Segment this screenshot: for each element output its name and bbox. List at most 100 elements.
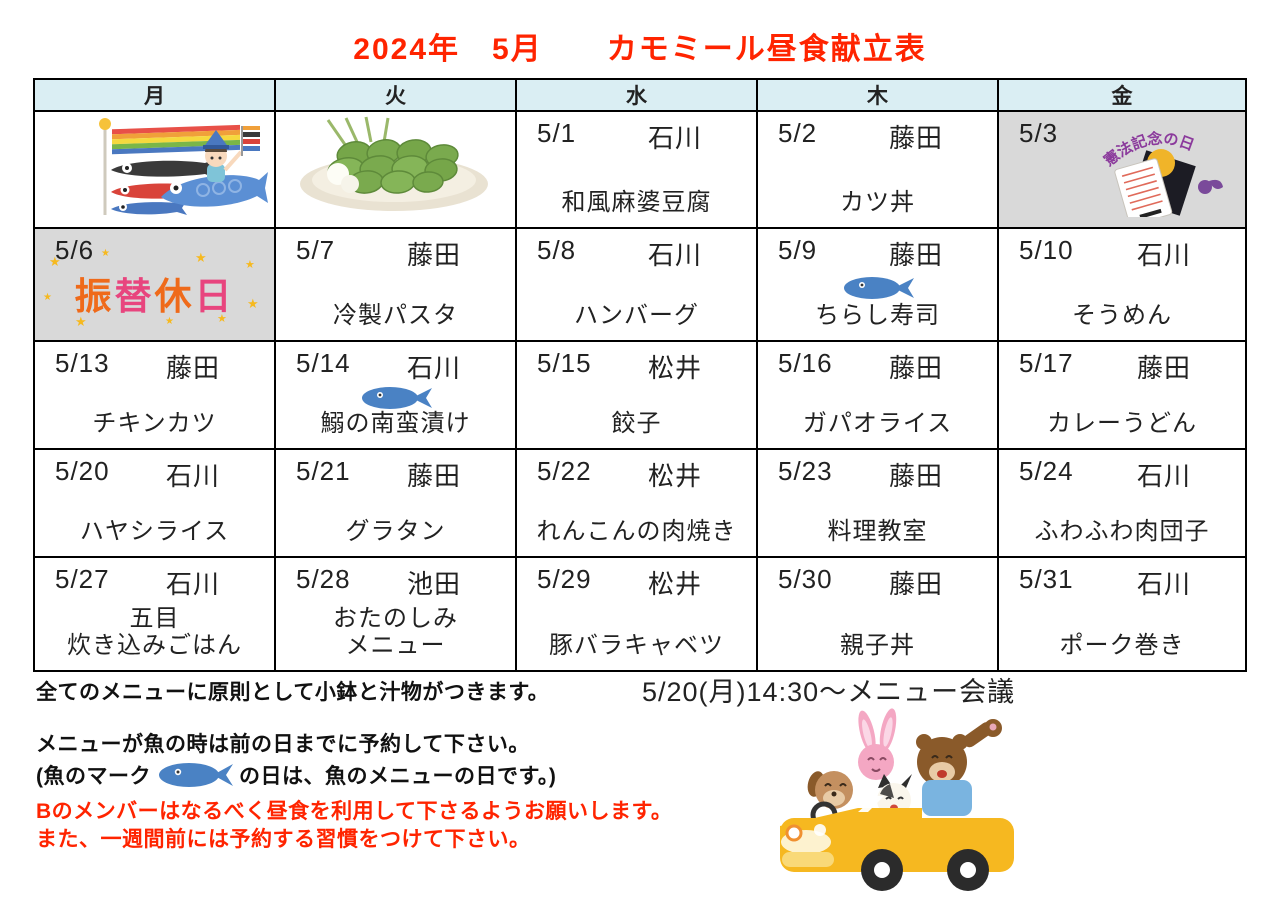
cell-staff: 松井	[647, 461, 702, 491]
cell-koinobori	[33, 110, 276, 229]
calendar-row-1: 5/1 石川 和風麻婆豆腐 5/2 藤田 カツ丼 5/3	[33, 110, 1247, 229]
cell-date: 5/30	[778, 564, 833, 594]
weekday-header-mon: 月	[33, 78, 276, 112]
note-fish-line-pre: (魚のマーク	[36, 765, 151, 788]
cell-5-2: 5/2 藤田 カツ丼	[756, 110, 999, 229]
holiday-char: 替	[114, 276, 155, 317]
cell-staff: 藤田	[1136, 353, 1191, 383]
chimaki-illustration	[300, 116, 488, 211]
calendar-row-2: 5/6 振替休日 ★ ★ ★ ★ ★ ★ ★ ★ ★ 5/7	[33, 227, 1247, 342]
substitute-holiday-art: 振替休日 ★ ★ ★ ★ ★ ★ ★ ★ ★	[43, 248, 264, 330]
note-reserve-line: メニューが魚の時は前の日までに予約して下さい。	[36, 733, 530, 756]
cell-staff: 石川	[1136, 461, 1191, 491]
cell-menu: 料理教室	[827, 518, 928, 546]
cell-date: 5/23	[778, 456, 833, 486]
cell-5-28: 5/28 池田 おたのしみ メニュー	[274, 556, 517, 672]
weekday-header-thu: 木	[756, 78, 999, 112]
cell-staff: 石川	[1136, 569, 1191, 599]
cell-staff: 松井	[647, 569, 702, 599]
cell-menu: おたのしみ メニュー	[333, 605, 458, 660]
cell-5-29: 5/29 松井 豚バラキャベツ	[515, 556, 758, 672]
cell-5-17: 5/17 藤田 カレーうどん	[997, 340, 1247, 450]
calendar-row-5: 5/27 石川 五目 炊き込みごはん 5/28 池田 おたのしみ メニュー 5/…	[33, 556, 1247, 672]
weekday-header-wed: 水	[515, 78, 758, 112]
cell-menu: ハンバーグ	[574, 302, 699, 330]
weekday-header-tue: 火	[274, 78, 517, 112]
cell-staff: 石川	[406, 353, 461, 383]
cell-date: 5/9	[778, 235, 818, 265]
calendar-row-4: 5/20 石川 ハヤシライス 5/21 藤田 グラタン 5/22 松井	[33, 448, 1247, 558]
cell-date: 5/24	[1019, 456, 1074, 486]
cell-date: 5/17	[1019, 348, 1074, 378]
cell-staff: 石川	[165, 569, 220, 599]
star-icon: ★	[101, 248, 110, 259]
cell-date: 5/14	[296, 348, 351, 378]
cell-5-16: 5/16 藤田 ガパオライス	[756, 340, 999, 450]
cell-menu: カレーうどん	[1047, 410, 1197, 438]
cell-staff: 池田	[406, 569, 461, 599]
holiday-char: 日	[194, 276, 235, 317]
cell-5-30: 5/30 藤田 親子丼	[756, 556, 999, 672]
cell-menu: グラタン	[345, 518, 446, 546]
cell-menu: カツ丼	[840, 189, 915, 217]
cell-5-23: 5/23 藤田 料理教室	[756, 448, 999, 558]
cell-5-1: 5/1 石川 和風麻婆豆腐	[515, 110, 758, 229]
star-icon: ★	[245, 259, 255, 271]
cell-staff: 石川	[647, 123, 702, 153]
fish-icon	[358, 384, 434, 412]
cell-menu: れんこんの肉焼き	[536, 518, 737, 546]
cell-menu: 冷製パスタ	[333, 302, 458, 330]
star-icon: ★	[247, 296, 259, 311]
holiday-char: 振	[74, 276, 115, 317]
cell-menu: 親子丼	[840, 632, 915, 660]
cell-menu: ガパオライス	[802, 410, 953, 438]
constitution-day-illustration: 憲法記念の日	[1100, 129, 1223, 217]
menu-meeting-note: 5/20(月)14:30～メニュー会議	[642, 677, 1016, 707]
fish-icon	[840, 274, 916, 302]
cell-date: 5/15	[537, 348, 592, 378]
cell-5-7: 5/7 藤田 冷製パスタ	[274, 227, 517, 342]
cell-date: 5/28	[296, 564, 351, 594]
cell-date: 5/31	[1019, 564, 1074, 594]
cell-menu: 五目 炊き込みごはん	[67, 605, 242, 660]
cell-menu: 和風麻婆豆腐	[561, 189, 712, 217]
cell-menu: 鰯の南蛮漬け	[320, 410, 471, 438]
cell-date: 5/8	[537, 235, 577, 265]
cell-staff: 石川	[1136, 240, 1191, 270]
cell-5-22: 5/22 松井 れんこんの肉焼き	[515, 448, 758, 558]
cell-staff: 藤田	[888, 240, 943, 270]
star-icon: ★	[49, 254, 61, 269]
cell-staff: 藤田	[406, 240, 461, 270]
page-title: 2024年 5月 カモミール昼食献立表	[353, 33, 927, 66]
cell-chimaki	[274, 110, 517, 229]
cell-5-10: 5/10 石川 そうめん	[997, 227, 1247, 342]
menu-calendar-table: 月 火 水 木 金	[33, 78, 1247, 672]
cell-date: 5/20	[55, 456, 110, 486]
cell-menu: 豚バラキャベツ	[549, 632, 724, 660]
star-icon: ★	[43, 292, 52, 303]
cell-date: 5/7	[296, 235, 336, 265]
cell-5-21: 5/21 藤田 グラタン	[274, 448, 517, 558]
cell-5-6-holiday: 5/6 振替休日 ★ ★ ★ ★ ★ ★ ★ ★ ★	[33, 227, 276, 342]
note-red-request: Bのメンバーはなるべく昼食を利用して下さるようお願いします。 また、一週間前には…	[36, 800, 673, 851]
cell-staff: 藤田	[888, 569, 943, 599]
cell-5-14: 5/14 石川 鰯の南蛮漬け	[274, 340, 517, 450]
koinobori-illustration	[99, 118, 268, 215]
cell-staff: 藤田	[888, 353, 943, 383]
cell-date: 5/13	[55, 348, 110, 378]
note-fish-line-post: の日は、魚のメニューの日です。)	[239, 765, 557, 788]
cell-5-27: 5/27 石川 五目 炊き込みごはん	[33, 556, 276, 672]
cell-date: 5/27	[55, 564, 110, 594]
cell-staff: 藤田	[406, 461, 461, 491]
cell-5-8: 5/8 石川 ハンバーグ	[515, 227, 758, 342]
cell-date: 5/1	[537, 118, 577, 148]
weekday-header-row: 月 火 水 木 金	[33, 78, 1247, 112]
star-icon: ★	[75, 314, 87, 329]
cell-menu: ちらし寿司	[815, 302, 940, 330]
cell-date: 5/2	[778, 118, 818, 148]
star-icon: ★	[165, 316, 174, 327]
cell-date: 5/6	[55, 235, 95, 265]
cell-date: 5/10	[1019, 235, 1074, 265]
cell-staff: 石川	[165, 461, 220, 491]
cell-menu: ハヤシライス	[79, 518, 230, 546]
